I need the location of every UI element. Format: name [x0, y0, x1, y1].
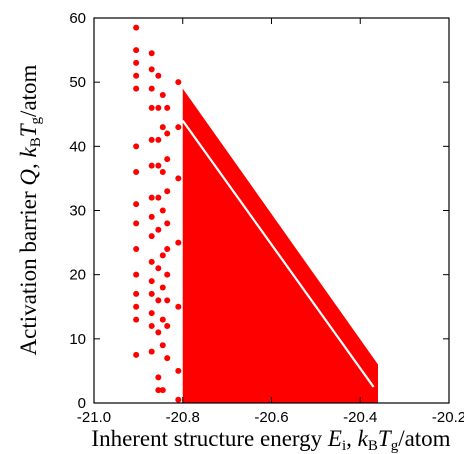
data-point [175, 175, 182, 182]
data-point [159, 316, 166, 323]
data-point [164, 246, 171, 252]
x-tick-label: -20.8 [166, 409, 200, 426]
y-tick-label: 50 [69, 74, 86, 91]
data-point [175, 239, 182, 246]
data-point [164, 297, 171, 304]
y-tick-label: 40 [69, 138, 86, 155]
data-point [175, 79, 182, 86]
data-point [164, 323, 171, 329]
data-point [155, 162, 162, 169]
data-point [155, 136, 162, 143]
data-point [133, 220, 140, 227]
y-tick-label: 10 [69, 331, 86, 348]
data-point [159, 169, 166, 175]
data-point [133, 201, 140, 208]
data-point [159, 387, 166, 394]
data-point [155, 194, 162, 201]
data-point [133, 24, 140, 31]
data-point [148, 162, 155, 169]
y-tick-label: 20 [69, 267, 86, 284]
data-point [155, 226, 162, 233]
x-tick-label: -20.4 [343, 409, 377, 426]
y-axis-title: Activation barrier Q, kBTg/atom [16, 64, 44, 355]
data-point [155, 72, 162, 79]
data-point [133, 303, 140, 310]
y-tick-label: 60 [69, 10, 86, 27]
data-point [148, 66, 155, 73]
data-point [148, 50, 155, 57]
data-point [159, 124, 166, 131]
data-point [148, 323, 155, 329]
data-point [148, 348, 155, 355]
data-point [133, 47, 140, 54]
data-point [164, 104, 171, 111]
axis-ticks [93, 17, 450, 404]
data-point [175, 303, 182, 310]
data-point [164, 220, 171, 227]
data-point [155, 265, 162, 272]
data-point [159, 284, 166, 291]
x-tick-label: -20.6 [254, 409, 288, 426]
data-point [155, 387, 162, 394]
data-point [133, 72, 140, 79]
data-point [164, 130, 171, 137]
tick-labels: -21.0 -20.8 -20.6 -20.4 -20.2 0 10 20 30 40 50 60 [69, 10, 464, 426]
data-point [133, 59, 140, 66]
data-point [133, 85, 140, 92]
data-point [133, 351, 140, 358]
data-point [148, 85, 155, 92]
data-point [175, 367, 182, 374]
y-tick-label: 0 [78, 395, 86, 412]
data-point [148, 104, 155, 111]
data-point [159, 92, 166, 98]
data-point [164, 188, 171, 195]
data-point [148, 290, 155, 297]
band-gap-line [181, 120, 375, 388]
data-point [164, 271, 171, 278]
data-point [175, 124, 182, 131]
data-points [133, 24, 182, 403]
data-band [181, 88, 378, 403]
data-point [155, 329, 162, 336]
data-point [164, 355, 171, 362]
data-point [155, 297, 162, 304]
data-point [148, 278, 155, 285]
data-point [164, 156, 171, 163]
data-point [133, 271, 140, 278]
data-point [155, 104, 162, 111]
data-point [148, 233, 155, 240]
y-tick-label: 30 [69, 203, 86, 220]
data-point [148, 310, 155, 317]
x-axis-title: Inherent structure energy Ei, kBTg/atom [91, 426, 450, 454]
data-point [148, 136, 155, 143]
data-point [148, 258, 155, 265]
data-point [133, 316, 140, 323]
data-point [155, 374, 162, 381]
data-point [175, 396, 182, 403]
data-point [133, 143, 140, 150]
data-point [159, 342, 166, 349]
data-point [159, 207, 166, 214]
data-point [133, 290, 140, 297]
data-point [159, 252, 166, 259]
data-point [148, 194, 155, 201]
data-point [148, 213, 155, 220]
data-point [133, 169, 140, 175]
data-point [133, 246, 140, 252]
x-tick-label: -21.0 [77, 409, 111, 426]
x-tick-label: -20.2 [432, 409, 464, 426]
